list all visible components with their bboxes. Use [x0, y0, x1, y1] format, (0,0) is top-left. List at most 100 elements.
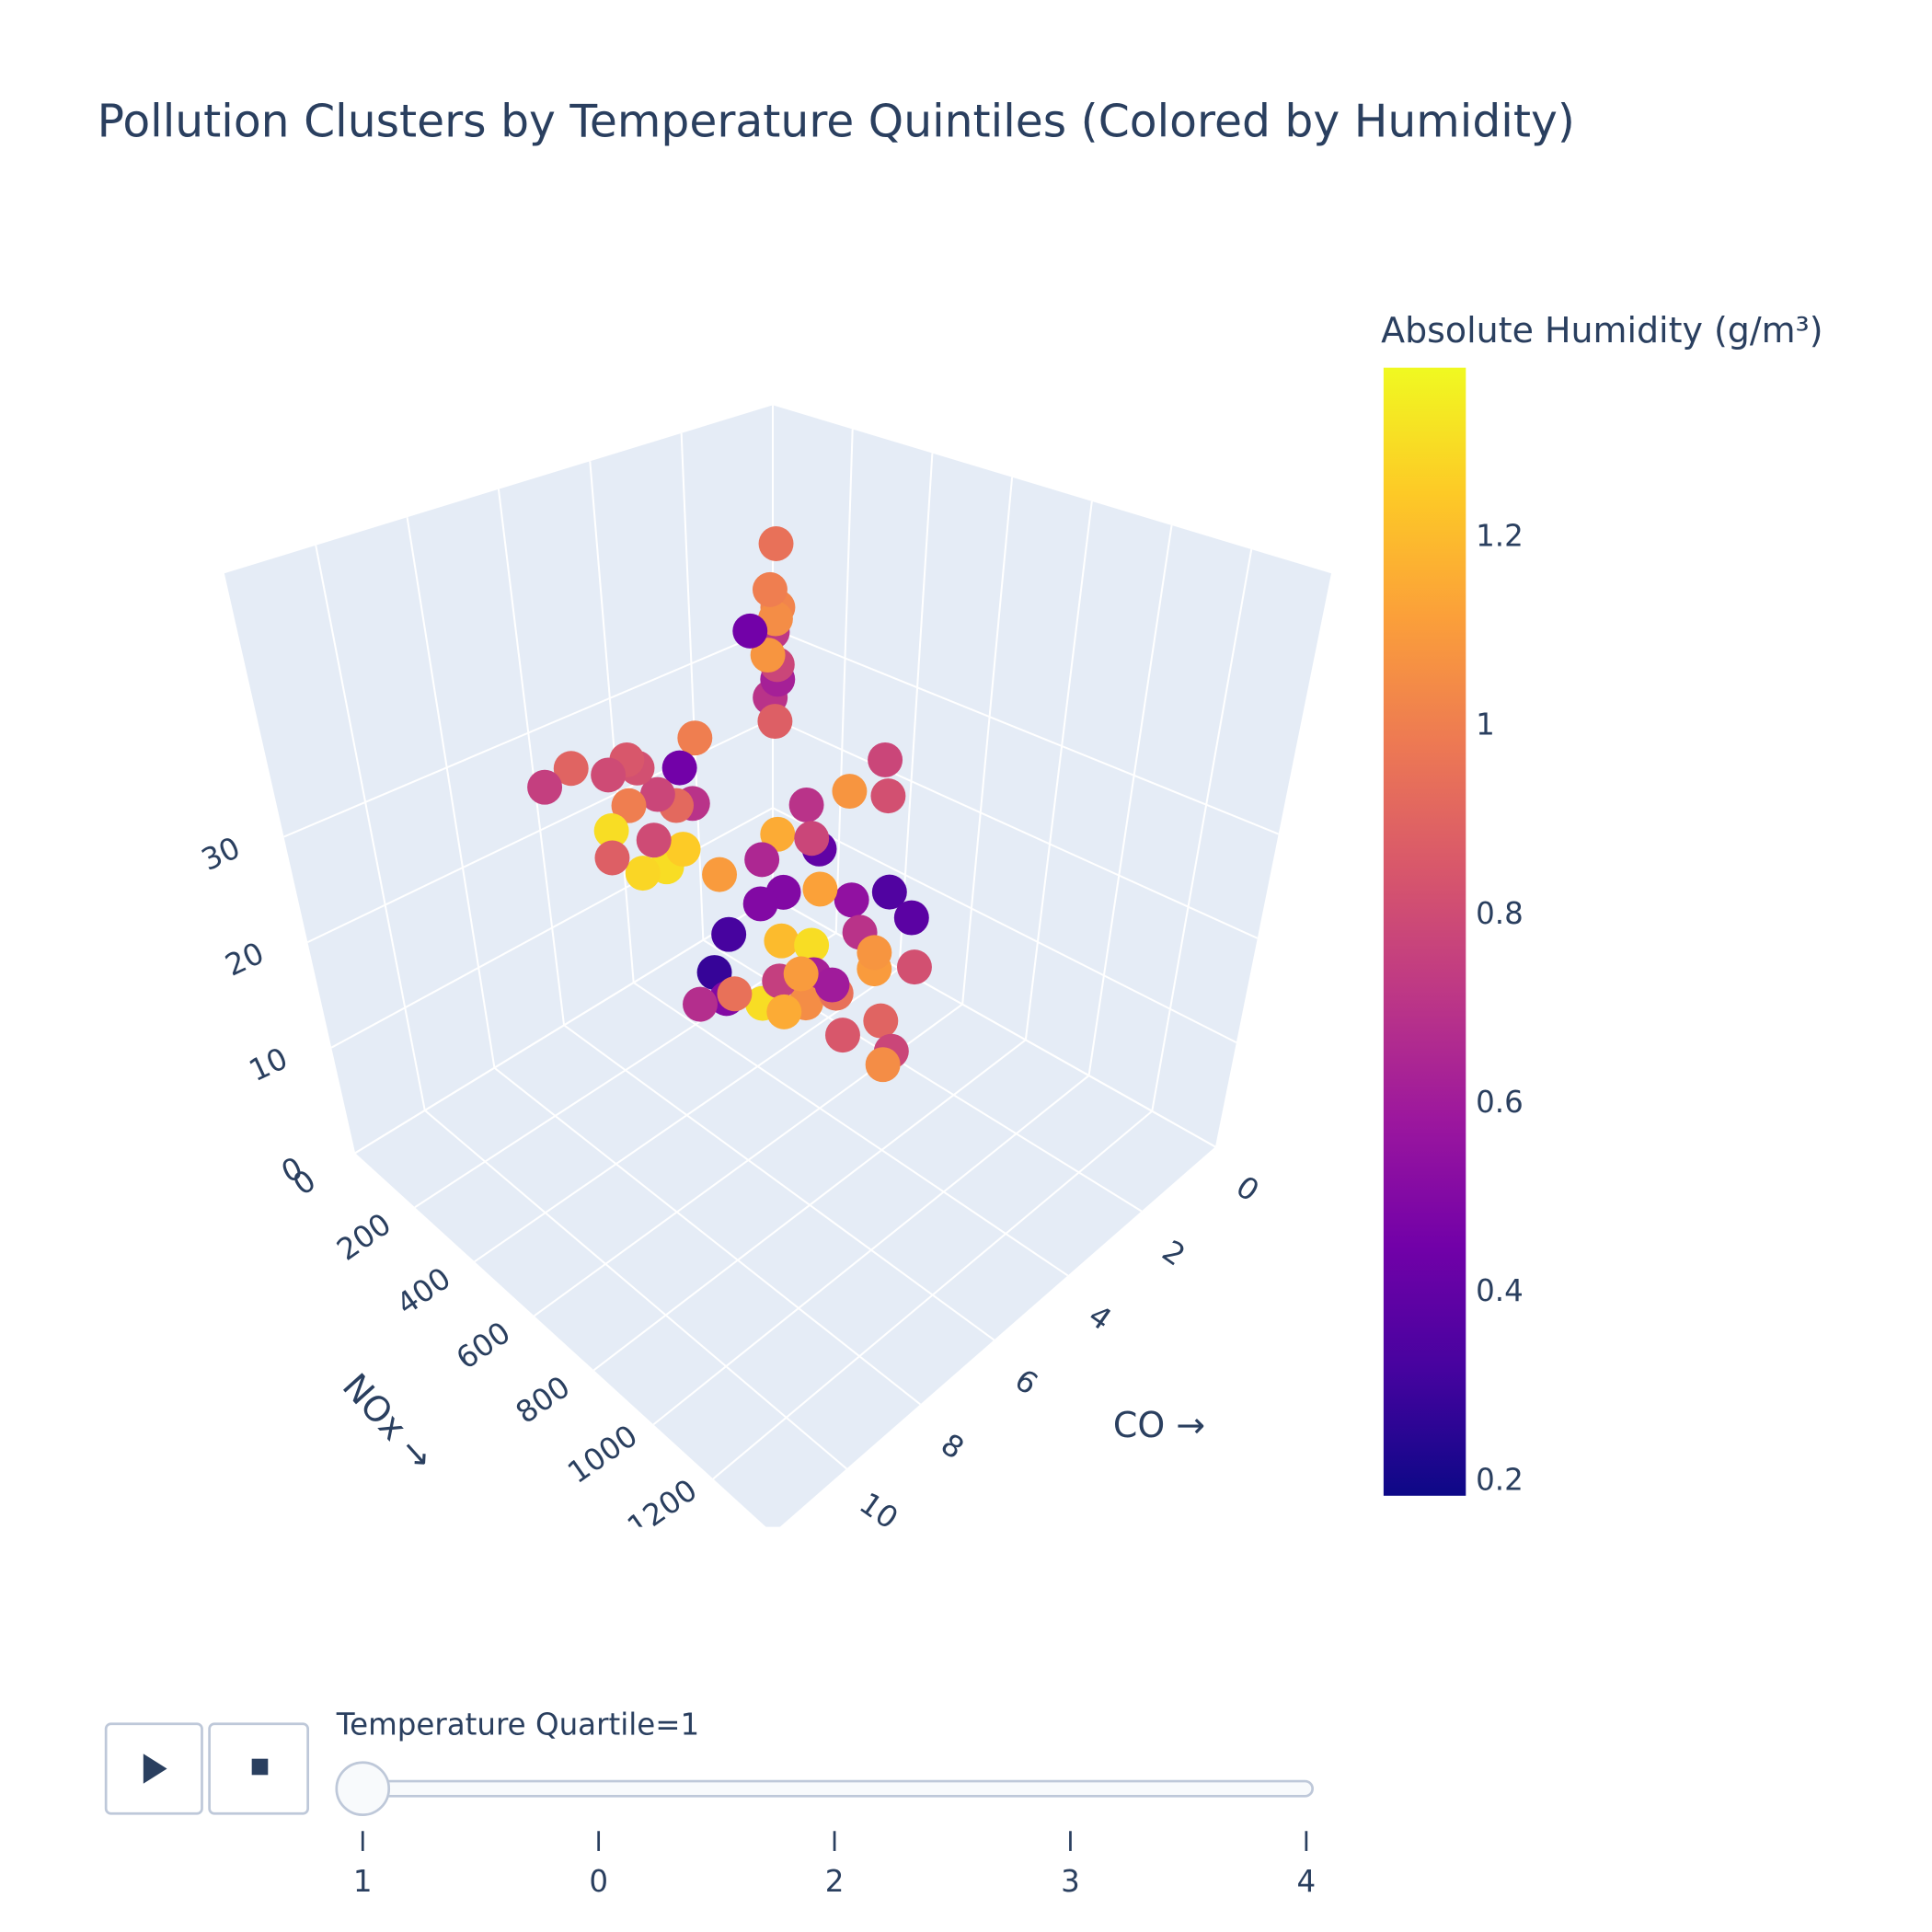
- slider-steps: 1 0 2 3 4: [335, 1761, 1317, 1899]
- marker[interactable]: [832, 774, 868, 810]
- marker[interactable]: [758, 526, 794, 561]
- marker[interactable]: [783, 956, 819, 992]
- x-tick-label: 4: [1082, 1298, 1118, 1338]
- y-tick-label: 1200: [621, 1472, 704, 1545]
- colorbar-title: Absolute Humidity (g/m³): [1381, 310, 1823, 351]
- marker[interactable]: [825, 1018, 860, 1053]
- y-tick-label: 200: [330, 1206, 397, 1268]
- grid-line: [497, 489, 566, 1026]
- marker[interactable]: [834, 882, 869, 918]
- grid-line: [961, 477, 1014, 1005]
- grid-line: [283, 627, 774, 838]
- grid-line: [563, 1024, 995, 1341]
- grid-line: [652, 1075, 1090, 1426]
- grid-line: [493, 1066, 921, 1406]
- marker[interactable]: [625, 856, 661, 891]
- colorbar-tick-label: 0.4: [1476, 1273, 1524, 1308]
- marker[interactable]: [794, 927, 830, 963]
- marker[interactable]: [732, 613, 768, 649]
- z-tick-label: 30: [196, 830, 246, 878]
- slider-step-label[interactable]: 2: [825, 1864, 845, 1899]
- grid-line: [406, 517, 496, 1068]
- slider-step-label[interactable]: 4: [1297, 1864, 1317, 1899]
- marker[interactable]: [553, 751, 589, 787]
- marker[interactable]: [742, 886, 778, 922]
- slider-step-label[interactable]: 0: [589, 1864, 608, 1899]
- y-tick-label: 800: [510, 1369, 577, 1431]
- grid-line: [834, 429, 854, 934]
- y-tick-label: 600: [450, 1315, 517, 1376]
- grid-line: [354, 896, 774, 1155]
- marker[interactable]: [752, 571, 788, 607]
- grid-line: [772, 717, 1259, 939]
- grid-line: [306, 717, 774, 944]
- marker[interactable]: [665, 832, 701, 868]
- marker[interactable]: [527, 769, 563, 805]
- marker[interactable]: [593, 813, 629, 848]
- x-tick-label: 6: [1008, 1363, 1044, 1402]
- grid-line: [633, 982, 1069, 1277]
- slider-step-label[interactable]: 3: [1061, 1864, 1080, 1899]
- grid-line: [474, 968, 900, 1263]
- slider-knob[interactable]: [335, 1761, 391, 1816]
- marker[interactable]: [702, 857, 738, 892]
- marker[interactable]: [591, 757, 627, 793]
- marker[interactable]: [870, 778, 906, 814]
- grid-line: [592, 1039, 1027, 1372]
- grid-line: [1151, 548, 1253, 1111]
- colorbar-tick-label: 1: [1476, 707, 1495, 742]
- marker[interactable]: [814, 967, 850, 1003]
- marker[interactable]: [896, 949, 932, 985]
- slider-step-label[interactable]: 1: [353, 1864, 373, 1899]
- marker[interactable]: [639, 776, 675, 812]
- marker[interactable]: [611, 788, 647, 823]
- marker[interactable]: [744, 842, 780, 878]
- y-tick-label: 1000: [561, 1418, 644, 1490]
- marker[interactable]: [757, 704, 793, 740]
- marker[interactable]: [636, 822, 672, 858]
- grid-line: [424, 1110, 847, 1470]
- marker[interactable]: [760, 816, 796, 852]
- marker[interactable]: [764, 923, 799, 959]
- x-tick-label: 2: [1156, 1234, 1191, 1273]
- colorbar-tick-label: 0.2: [1476, 1462, 1524, 1497]
- marker[interactable]: [893, 900, 929, 936]
- y-axis-title: NOx →: [335, 1366, 442, 1478]
- grid-line: [1087, 524, 1173, 1076]
- marker[interactable]: [794, 821, 830, 857]
- slider-current-label: Temperature Quartile=1: [336, 1707, 699, 1742]
- marker[interactable]: [871, 874, 907, 910]
- marker[interactable]: [865, 1047, 901, 1083]
- marker[interactable]: [788, 787, 824, 822]
- stop-icon: [251, 1758, 269, 1776]
- colorbar-tick-label: 0.6: [1476, 1085, 1524, 1120]
- x-axis-title: CO →: [1113, 1405, 1205, 1445]
- colorbar-tick-label: 0.8: [1476, 896, 1524, 931]
- grid-line: [315, 545, 426, 1111]
- x-tick-label: 10: [853, 1486, 904, 1536]
- marker[interactable]: [717, 976, 753, 1012]
- grid-line: [772, 627, 1280, 835]
- marker[interactable]: [677, 720, 713, 756]
- marker[interactable]: [857, 935, 892, 971]
- z-tick-label: 20: [220, 936, 270, 983]
- floor: [355, 897, 1215, 1527]
- grid-line: [772, 807, 1237, 1044]
- marker[interactable]: [802, 871, 838, 907]
- marker[interactable]: [661, 750, 697, 786]
- marker[interactable]: [863, 1003, 899, 1039]
- marker[interactable]: [766, 994, 802, 1029]
- slider-track[interactable]: [335, 1779, 1314, 1798]
- grid-line: [898, 453, 934, 969]
- z-tick-label: 10: [244, 1041, 293, 1088]
- marker[interactable]: [868, 742, 903, 777]
- marker[interactable]: [750, 638, 786, 673]
- wall: [224, 405, 773, 1154]
- marker[interactable]: [594, 840, 630, 876]
- marker[interactable]: [683, 986, 718, 1022]
- x-tick-label: 8: [935, 1427, 971, 1466]
- marker[interactable]: [711, 916, 747, 952]
